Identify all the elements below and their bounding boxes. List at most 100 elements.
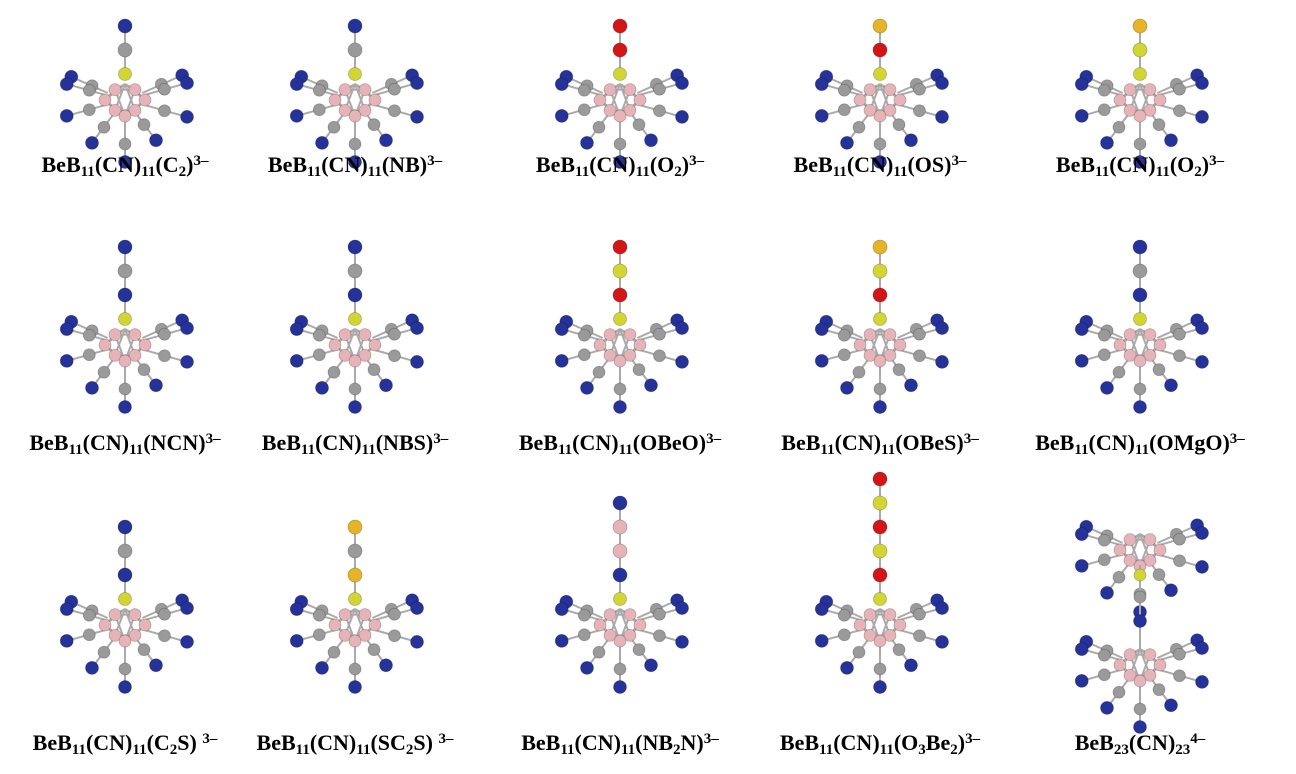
formula-sub: 11 <box>833 164 847 180</box>
formula-sub: 11 <box>68 442 82 458</box>
formula-sub: 2 <box>1194 164 1202 180</box>
atom <box>1154 94 1166 106</box>
atom <box>349 635 361 647</box>
formula-text: (CN) <box>847 152 893 177</box>
atom <box>290 109 303 122</box>
formula-text: (O <box>1170 152 1194 177</box>
atom <box>1114 339 1126 351</box>
formula-text: (OBeO) <box>633 430 706 455</box>
formula-sub: 11 <box>1095 164 1109 180</box>
atom <box>1113 571 1125 583</box>
atom <box>368 119 380 131</box>
atom <box>411 602 424 615</box>
atom <box>874 138 886 150</box>
formula-sub: 2 <box>179 164 187 180</box>
atom <box>119 110 131 122</box>
atom <box>555 323 568 336</box>
atom <box>864 84 876 96</box>
atom <box>369 619 381 631</box>
atom <box>614 383 626 395</box>
formula-text: BeB <box>1075 730 1114 755</box>
atom <box>150 659 163 672</box>
atom <box>884 329 896 341</box>
formula-text: Be <box>926 730 951 755</box>
formula-label: BeB11(CN)11(NCN)3– <box>29 430 221 458</box>
formula-sub: 11 <box>307 164 321 180</box>
atom <box>348 240 362 254</box>
formula-sub: 11 <box>129 442 143 458</box>
atom <box>884 609 896 621</box>
molecule <box>290 19 423 169</box>
atom <box>1134 591 1146 603</box>
atom <box>894 94 906 106</box>
atom <box>1173 105 1185 117</box>
atom <box>1173 533 1185 545</box>
atom <box>676 355 689 368</box>
atom <box>653 608 665 620</box>
formula-text: BeB <box>1035 430 1074 455</box>
atom <box>328 646 340 658</box>
atom <box>60 634 73 647</box>
formula-sup: 3– <box>433 431 449 447</box>
atom <box>874 355 886 367</box>
atom <box>873 43 887 57</box>
atom <box>874 681 887 694</box>
atom <box>313 609 325 621</box>
atom <box>139 339 151 351</box>
molecule <box>555 19 688 169</box>
atom <box>614 593 627 606</box>
formula-text: BeB <box>781 430 820 455</box>
atom <box>676 110 689 123</box>
atom <box>339 609 351 621</box>
atom <box>894 619 906 631</box>
atom <box>1075 559 1088 572</box>
atom <box>1144 534 1156 546</box>
atom <box>874 593 887 606</box>
atom <box>884 84 896 96</box>
formula-sub: 11 <box>621 742 635 758</box>
atom <box>1075 643 1088 656</box>
formula-text: (NBS) <box>376 430 433 455</box>
formula-sub: 11 <box>1135 442 1149 458</box>
atom <box>139 94 151 106</box>
formula-text: (CN) <box>310 730 356 755</box>
atom <box>1133 264 1147 278</box>
atom <box>853 646 865 658</box>
molecule <box>815 240 948 414</box>
atom <box>1196 77 1209 90</box>
formula-sub: 11 <box>1156 164 1170 180</box>
atom <box>936 322 949 335</box>
formula-text: S) <box>177 730 202 755</box>
atom <box>614 110 626 122</box>
atom <box>158 105 170 117</box>
atom <box>874 383 886 395</box>
atom <box>634 619 646 631</box>
formula-label: BeB11(CN)11(NBS)3– <box>262 430 449 458</box>
atom <box>388 630 400 642</box>
atom <box>853 121 865 133</box>
atom <box>634 94 646 106</box>
atom <box>1196 642 1209 655</box>
atom <box>158 83 170 95</box>
formula-text: BeB <box>42 152 81 177</box>
atom <box>1173 555 1185 567</box>
atom <box>633 364 645 376</box>
atom <box>624 609 636 621</box>
formula-sub: 23 <box>1175 742 1190 758</box>
atom <box>1098 649 1110 661</box>
formula-text: BeB <box>521 730 560 755</box>
formula-sup: 3– <box>689 153 705 169</box>
atom <box>181 322 194 335</box>
atom <box>936 110 949 123</box>
formula-label: BeB11(CN)11(NB2N)3– <box>521 730 719 758</box>
atom <box>83 329 95 341</box>
atom <box>854 339 866 351</box>
atom <box>873 19 887 33</box>
atom <box>1134 138 1146 150</box>
atom <box>109 609 121 621</box>
formula-text: BeB <box>794 152 833 177</box>
atom <box>873 240 887 254</box>
atom <box>1075 674 1088 687</box>
atom <box>119 681 132 694</box>
atom <box>874 68 887 81</box>
